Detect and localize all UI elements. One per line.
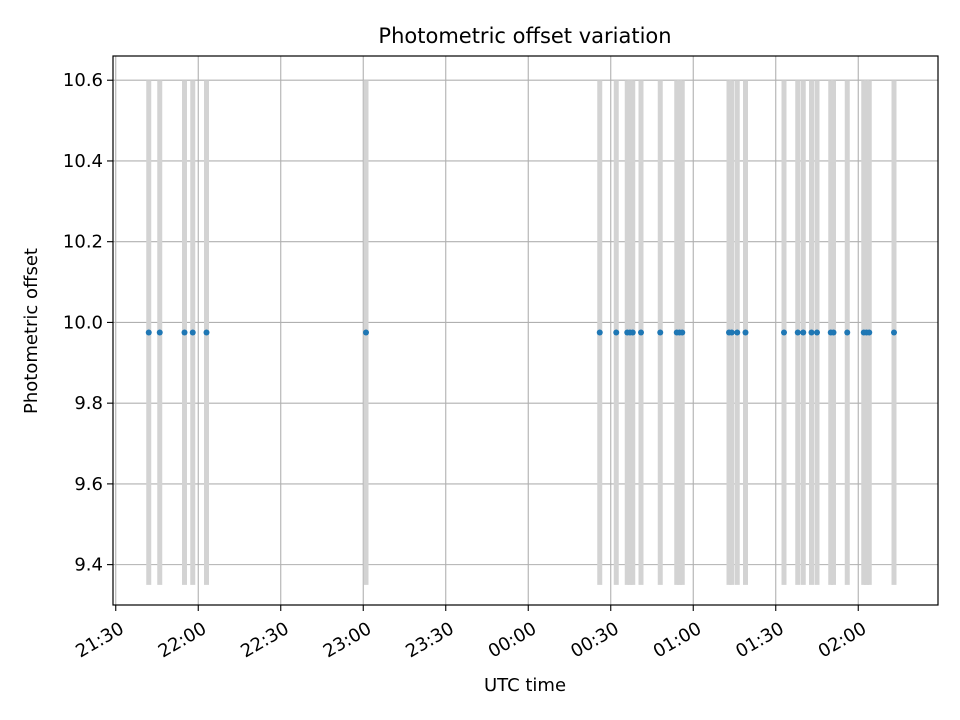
data-point [728, 329, 735, 336]
data-point [866, 329, 873, 336]
data-point [844, 329, 851, 336]
data-point [363, 329, 369, 336]
data-point [814, 329, 820, 336]
y-tick-label: 9.4 [74, 555, 103, 576]
plot-frame [112, 55, 939, 606]
data-point [808, 329, 815, 336]
data-point [781, 329, 787, 336]
data-point [613, 329, 620, 336]
data-point [742, 329, 749, 336]
data-point [596, 329, 603, 336]
y-tick-label: 10.4 [63, 151, 103, 172]
y-tick-label: 10.6 [63, 70, 103, 91]
data-point [189, 329, 196, 336]
data-point [156, 329, 163, 336]
data-point [794, 329, 801, 336]
data-point [830, 329, 837, 336]
y-axis-label: Photometric offset [21, 248, 42, 414]
data-point [800, 329, 807, 336]
data-points [145, 329, 897, 336]
y-tick-label: 9.6 [74, 474, 103, 495]
grid [113, 56, 938, 605]
y-axis-ticks: 9.4 9.6 9.8 10.0 10.2 10.4 10.6 [63, 70, 113, 576]
data-point [203, 329, 210, 336]
data-point [181, 329, 188, 336]
data-point [891, 329, 897, 336]
data-point [145, 329, 152, 336]
data-point [629, 329, 636, 336]
data-point [657, 329, 664, 336]
x-axis-label: UTC time [484, 675, 566, 696]
chart-title: Photometric offset variation [378, 24, 671, 48]
data-point [638, 329, 644, 336]
y-tick-label: 9.8 [74, 393, 103, 414]
data-point [734, 329, 741, 336]
data-point [679, 329, 686, 336]
y-tick-label: 10.2 [63, 232, 103, 253]
y-tick-label: 10.0 [63, 312, 103, 333]
